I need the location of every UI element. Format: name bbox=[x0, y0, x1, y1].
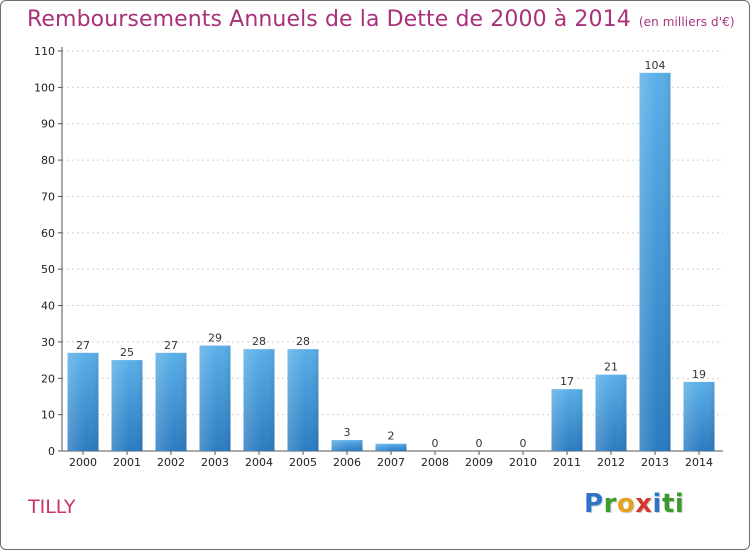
y-tick-label: 70 bbox=[41, 190, 55, 203]
y-tick-label: 30 bbox=[41, 336, 55, 349]
data-label-2013: 104 bbox=[645, 59, 666, 72]
chart-title: Remboursements Annuels de la Dette de 20… bbox=[27, 7, 735, 32]
y-tick-label: 0 bbox=[48, 445, 55, 458]
x-tick-label-2005: 2005 bbox=[289, 456, 317, 469]
data-label-2002: 27 bbox=[164, 339, 178, 352]
x-tick-label-2014: 2014 bbox=[685, 456, 713, 469]
y-tick-label: 60 bbox=[41, 227, 55, 240]
logo-letter: o bbox=[616, 489, 636, 519]
y-tick-labels: 0 10 20 30 40 50 60 70 80 90 100 110 bbox=[34, 45, 55, 458]
y-tick-label: 80 bbox=[41, 154, 55, 167]
data-label-2012: 21 bbox=[604, 361, 618, 374]
x-tick-label-2012: 2012 bbox=[597, 456, 625, 469]
bar-shading-2007 bbox=[375, 443, 407, 451]
x-tick-label-2001: 2001 bbox=[113, 456, 141, 469]
data-label-2014: 19 bbox=[692, 368, 706, 381]
proxiti-logo[interactable]: Proxiti bbox=[584, 489, 684, 519]
y-tick-label: 90 bbox=[41, 118, 55, 131]
logo-letter: ti bbox=[661, 489, 685, 519]
bar-shading-2011 bbox=[551, 389, 583, 451]
bar-shading-2000 bbox=[67, 352, 99, 451]
data-label-2006: 3 bbox=[344, 426, 351, 439]
data-label-2011: 17 bbox=[560, 375, 574, 388]
x-tick-label-2003: 2003 bbox=[201, 456, 229, 469]
data-label-2000: 27 bbox=[76, 339, 90, 352]
x-tick-label-2010: 2010 bbox=[509, 456, 537, 469]
logo-letter: x bbox=[635, 489, 653, 519]
x-tick-label-2008: 2008 bbox=[421, 456, 449, 469]
data-label-2004: 28 bbox=[252, 335, 266, 348]
logo-letter: i bbox=[652, 489, 662, 519]
data-label-2008: 0 bbox=[432, 437, 439, 450]
bar-shading-2002 bbox=[155, 352, 187, 451]
bar-shading-2006 bbox=[331, 440, 363, 451]
data-label-2009: 0 bbox=[476, 437, 483, 450]
bar-shading-2005 bbox=[287, 349, 319, 451]
bar-shading-2004 bbox=[243, 349, 275, 451]
x-tick-label-2013: 2013 bbox=[641, 456, 669, 469]
y-tick-label: 40 bbox=[41, 300, 55, 313]
bar-shading-2013 bbox=[639, 72, 671, 452]
data-labels: 27 25 27 29 28 28 3 2 0 0 0 17 21 104 19 bbox=[76, 59, 706, 450]
data-label-2001: 25 bbox=[120, 346, 134, 359]
data-label-2005: 28 bbox=[296, 335, 310, 348]
y-tick-label: 110 bbox=[34, 45, 55, 58]
bar-shading-2001 bbox=[111, 360, 143, 451]
chart-subtitle: (en milliers d'€) bbox=[638, 15, 735, 29]
x-tick-label-2009: 2009 bbox=[465, 456, 493, 469]
commune-name: TILLY bbox=[28, 496, 76, 518]
logo-letter: r bbox=[603, 489, 617, 519]
x-tick-label-2000: 2000 bbox=[69, 456, 97, 469]
data-label-2010: 0 bbox=[520, 437, 527, 450]
y-tick-label: 100 bbox=[34, 81, 55, 94]
bar-shading-2012 bbox=[595, 374, 627, 451]
logo-letter: P bbox=[584, 489, 604, 519]
chart-title-text: Remboursements Annuels de la Dette de 20… bbox=[27, 7, 631, 32]
bars bbox=[67, 72, 715, 452]
x-tick-labels: 2000 2001 2002 2003 2004 2005 2006 2007 2008 2009… bbox=[69, 456, 713, 469]
x-tick-label-2006: 2006 bbox=[333, 456, 361, 469]
bar-shading-2014 bbox=[683, 381, 715, 451]
y-tick-label: 20 bbox=[41, 372, 55, 385]
x-tick-label-2011: 2011 bbox=[553, 456, 581, 469]
x-tick-label-2007: 2007 bbox=[377, 456, 405, 469]
x-tick-label-2002: 2002 bbox=[157, 456, 185, 469]
bar-shading-2003 bbox=[199, 345, 231, 451]
x-tick-label-2004: 2004 bbox=[245, 456, 273, 469]
data-label-2003: 29 bbox=[208, 332, 222, 345]
y-tick-label: 10 bbox=[41, 409, 55, 422]
y-tick-label: 50 bbox=[41, 263, 55, 276]
data-label-2007: 2 bbox=[388, 430, 395, 443]
